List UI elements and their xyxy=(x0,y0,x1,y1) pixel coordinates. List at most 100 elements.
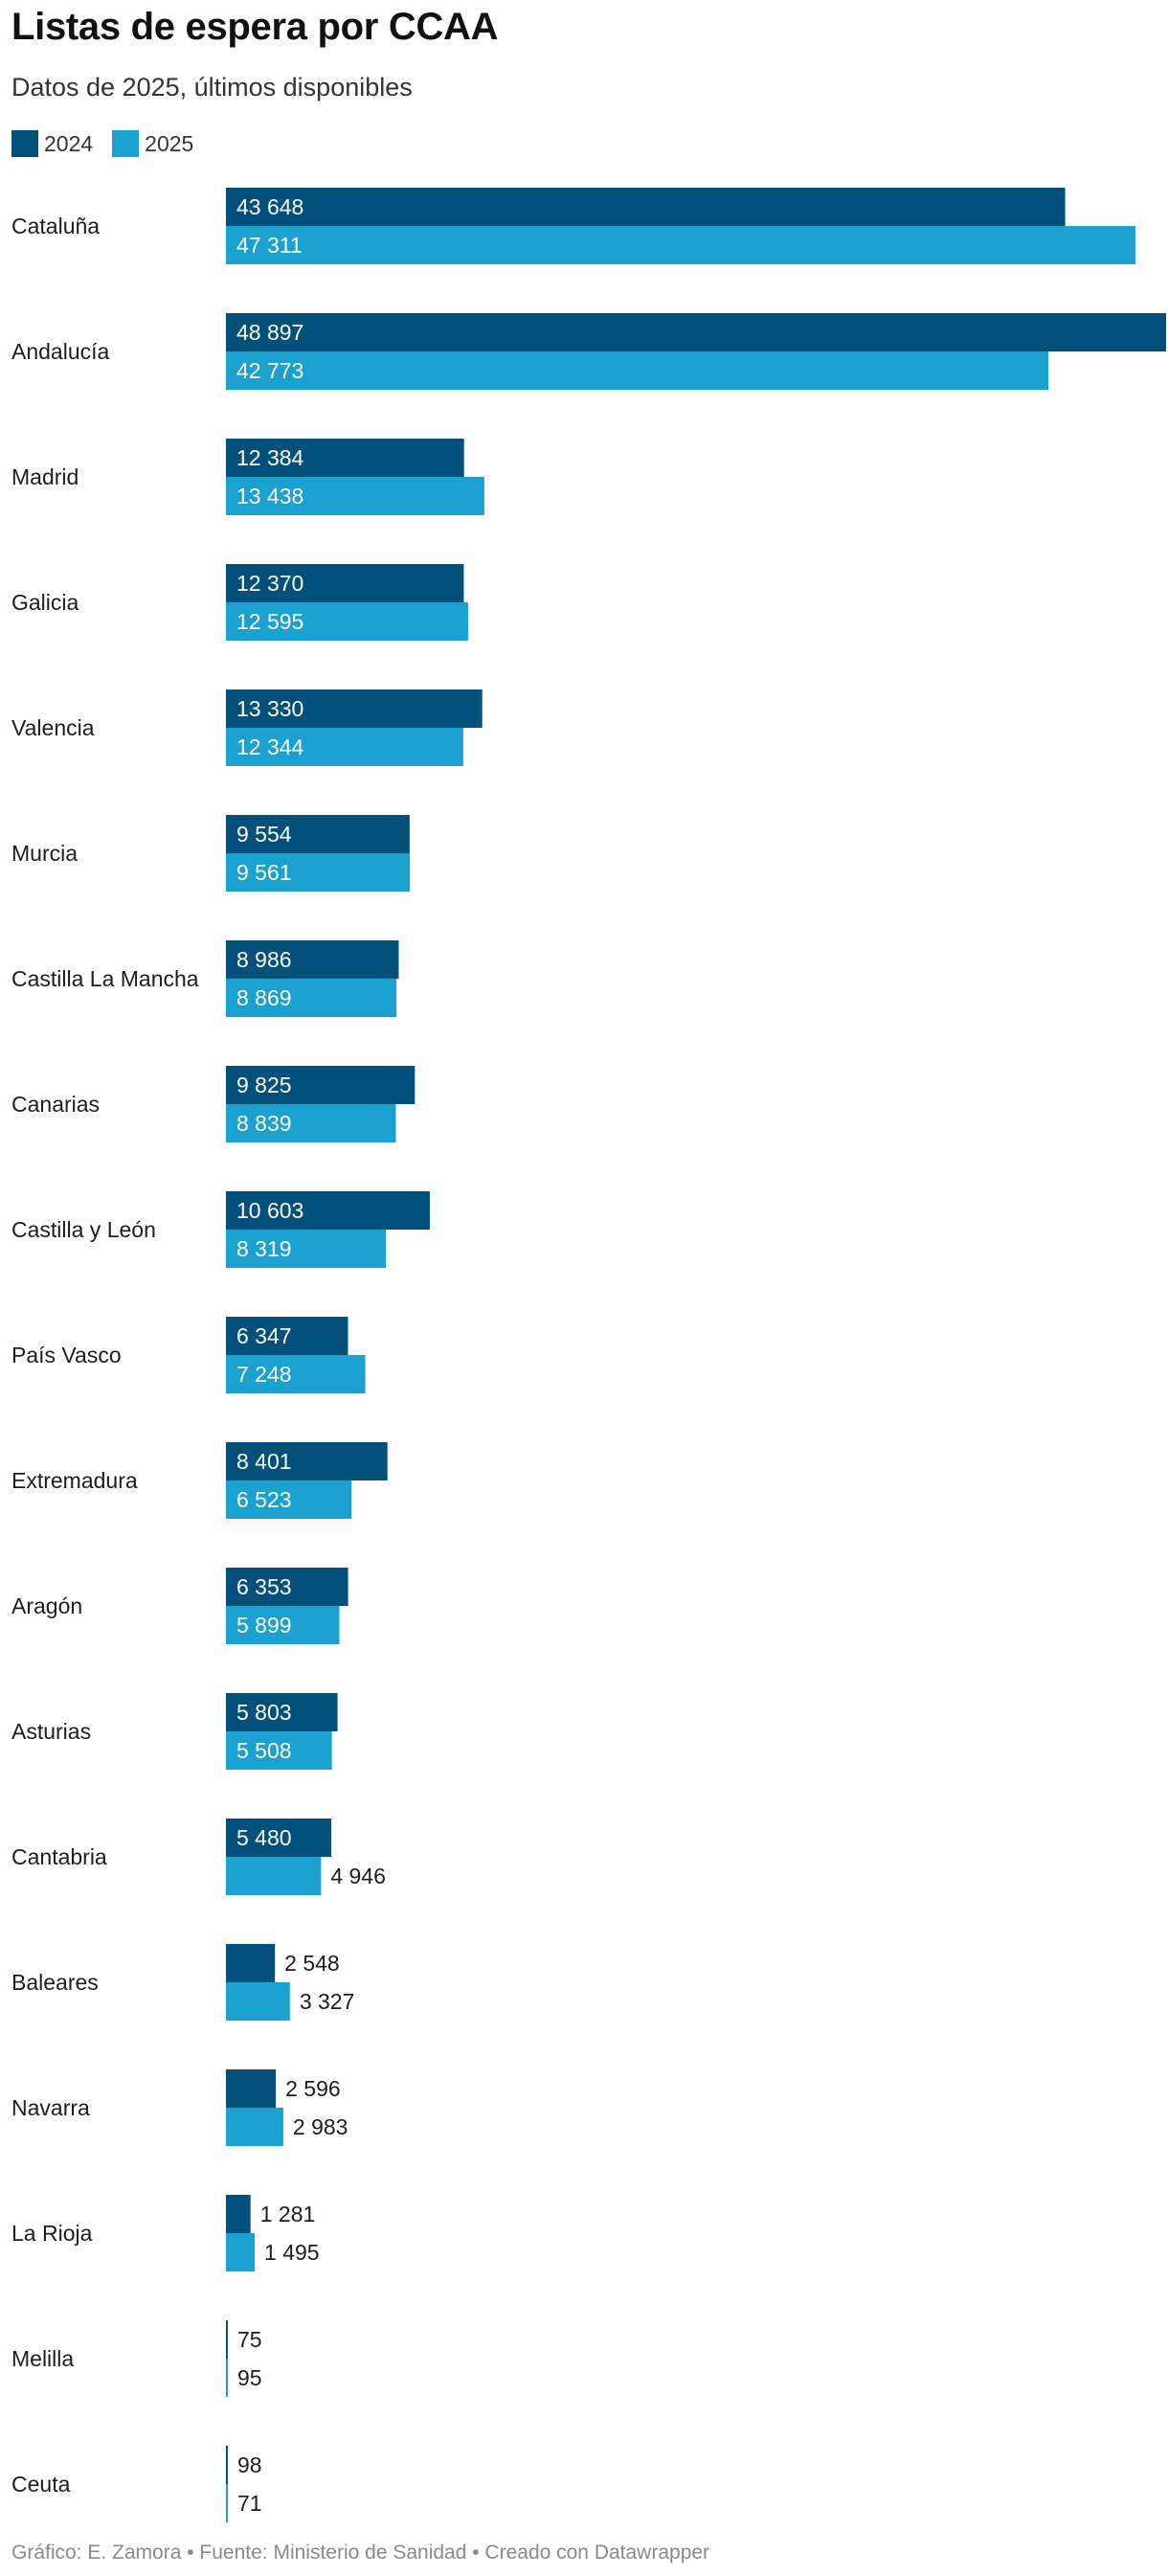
bar-2024-castilla-la-mancha xyxy=(226,940,399,979)
value-label-2024-asturias: 5 803 xyxy=(236,1700,292,1725)
bar-2024-aragon xyxy=(226,1568,348,1606)
category-label-cantabria: Cantabria xyxy=(11,1844,107,1869)
value-label-2025-galicia: 12 595 xyxy=(236,609,303,634)
value-label-2025-murcia: 9 561 xyxy=(236,860,292,885)
value-label-2025-castilla-y-leon: 8 319 xyxy=(236,1236,292,1261)
legend-label-2024: 2024 xyxy=(44,130,94,156)
bar-2025-extremadura xyxy=(226,1480,352,1519)
category-label-pais-vasco: País Vasco xyxy=(11,1343,122,1367)
category-label-castilla-y-leon: Castilla y León xyxy=(11,1217,156,1242)
category-label-madrid: Madrid xyxy=(11,464,79,489)
value-label-2025-valencia: 12 344 xyxy=(236,734,304,759)
chart-subtitle: Datos de 2025, últimos disponibles xyxy=(11,73,413,102)
bar-2024-ceuta xyxy=(226,2446,228,2484)
value-label-2024-la-rioja: 1 281 xyxy=(260,2202,316,2226)
bar-2024-canarias xyxy=(226,1066,416,1104)
category-label-baleares: Baleares xyxy=(11,1970,99,1995)
value-label-2025-madrid: 13 438 xyxy=(236,484,303,508)
legend-item-2025: 2025 xyxy=(112,130,193,157)
bar-2025-aragon xyxy=(226,1606,340,1644)
bar-2024-cantabria xyxy=(226,1819,332,1857)
value-label-2024-galicia: 12 370 xyxy=(236,571,303,596)
chart-footer: Gráfico: E. Zamora • Fuente: Ministerio … xyxy=(11,2542,710,2564)
bar-2024-asturias xyxy=(226,1693,338,1731)
bar-2024-baleares xyxy=(226,1944,276,1982)
value-label-2024-melilla: 75 xyxy=(237,2327,262,2352)
bar-2025-castilla-la-mancha xyxy=(226,979,397,1017)
value-label-2024-valencia: 13 330 xyxy=(236,696,303,721)
value-label-2024-castilla-y-leon: 10 603 xyxy=(236,1198,303,1223)
bar-2025-valencia xyxy=(226,728,463,766)
bar-2024-pais-vasco xyxy=(226,1317,348,1355)
category-label-asturias: Asturias xyxy=(11,1719,91,1744)
value-label-2024-castilla-la-mancha: 8 986 xyxy=(236,947,292,972)
bar-2024-cataluna xyxy=(226,188,1066,226)
category-label-cataluna: Cataluña xyxy=(11,214,100,238)
bar-2025-castilla-y-leon xyxy=(226,1230,387,1268)
value-label-2025-asturias: 5 508 xyxy=(236,1738,292,1763)
bar-2025-cantabria xyxy=(226,1857,322,1895)
bar-2024-la-rioja xyxy=(226,2195,251,2233)
value-label-2025-cataluna: 47 311 xyxy=(236,233,303,258)
value-label-2025-andalucia: 42 773 xyxy=(236,358,303,383)
value-label-2024-cantabria: 5 480 xyxy=(236,1825,292,1850)
category-label-andalucia: Andalucía xyxy=(11,339,110,364)
bar-2025-andalucia xyxy=(226,351,1049,390)
legend-swatch-2025 xyxy=(112,130,140,157)
value-label-2025-aragon: 5 899 xyxy=(236,1613,292,1638)
value-label-2025-cantabria: 4 946 xyxy=(330,1864,386,1888)
category-label-canarias: Canarias xyxy=(11,1092,100,1117)
bar-2025-baleares xyxy=(226,1982,290,2021)
category-label-galicia: Galicia xyxy=(11,590,79,615)
value-label-2025-ceuta: 71 xyxy=(237,2491,262,2516)
category-label-navarra: Navarra xyxy=(11,2095,90,2120)
bar-2025-murcia xyxy=(226,853,411,892)
bar-2025-galicia xyxy=(226,602,468,641)
bar-2025-melilla xyxy=(226,2359,228,2397)
value-label-2025-canarias: 8 839 xyxy=(236,1111,292,1136)
bar-2024-extremadura xyxy=(226,1442,388,1480)
bar-2025-ceuta xyxy=(226,2484,228,2522)
bar-2024-valencia xyxy=(226,689,483,728)
bar-2025-pais-vasco xyxy=(226,1355,366,1393)
bar-2025-cataluna xyxy=(226,226,1136,264)
value-label-2024-canarias: 9 825 xyxy=(236,1073,292,1097)
bar-2025-madrid xyxy=(226,477,484,515)
category-label-castilla-la-mancha: Castilla La Mancha xyxy=(11,966,199,991)
value-label-2025-extremadura: 6 523 xyxy=(236,1487,292,1512)
bar-2024-andalucia xyxy=(226,313,1166,351)
legend: 2024 2025 xyxy=(11,130,213,157)
category-label-ceuta: Ceuta xyxy=(11,2472,71,2497)
value-label-2024-aragon: 6 353 xyxy=(236,1574,292,1599)
value-label-2025-la-rioja: 1 495 xyxy=(264,2240,320,2265)
bar-2025-asturias xyxy=(226,1731,332,1770)
bar-2025-canarias xyxy=(226,1104,396,1142)
value-label-2024-andalucia: 48 897 xyxy=(236,320,303,345)
value-label-2024-baleares: 2 548 xyxy=(284,1951,340,1976)
value-label-2025-navarra: 2 983 xyxy=(293,2114,348,2139)
value-label-2025-melilla: 95 xyxy=(237,2365,262,2390)
bar-2024-murcia xyxy=(226,815,410,853)
chart-title: Listas de espera por CCAA xyxy=(11,6,499,48)
value-label-2025-baleares: 3 327 xyxy=(300,1989,355,2014)
bar-2025-navarra xyxy=(226,2108,283,2146)
category-label-valencia: Valencia xyxy=(11,715,95,740)
value-label-2024-extremadura: 8 401 xyxy=(236,1449,292,1474)
bar-2024-navarra xyxy=(226,2069,277,2108)
legend-swatch-2024 xyxy=(11,130,38,157)
bar-2024-galicia xyxy=(226,564,464,602)
bar-2024-castilla-y-leon xyxy=(226,1191,430,1230)
category-label-melilla: Melilla xyxy=(11,2346,74,2371)
value-label-2024-pais-vasco: 6 347 xyxy=(236,1323,292,1348)
legend-item-2024: 2024 xyxy=(11,130,93,157)
value-label-2024-murcia: 9 554 xyxy=(236,822,292,847)
category-label-murcia: Murcia xyxy=(11,841,78,866)
category-label-aragon: Aragón xyxy=(11,1593,82,1618)
bar-2024-madrid xyxy=(226,439,464,477)
category-label-la-rioja: La Rioja xyxy=(11,2221,93,2246)
bar-2024-melilla xyxy=(226,2320,228,2359)
bar-2025-la-rioja xyxy=(226,2233,256,2271)
value-label-2025-castilla-la-mancha: 8 869 xyxy=(236,985,292,1010)
value-label-2024-madrid: 12 384 xyxy=(236,445,304,470)
